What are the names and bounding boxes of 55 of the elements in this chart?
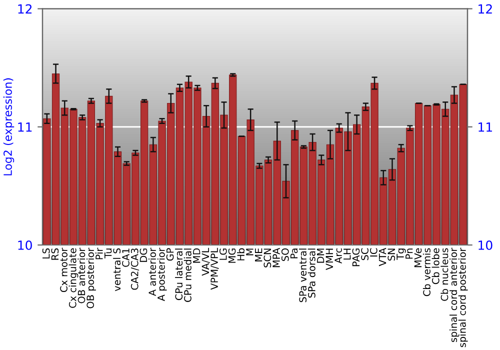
- x-tick-label: MD: [193, 248, 200, 263]
- x-tick-label: ventral S: [113, 248, 121, 292]
- y2-tick-label: 10: [478, 240, 492, 250]
- x-tick-label: SPa dorsal: [308, 248, 316, 298]
- x-tick-label: Cx motor: [60, 248, 68, 292]
- x-tick-label: ME: [255, 248, 262, 262]
- x-tick-label: IC: [370, 248, 378, 256]
- x-tick-label: CA1: [122, 248, 130, 267]
- x-tick-label: Arc: [334, 248, 342, 264]
- x-tick-label: MG: [228, 248, 236, 263]
- x-tick-label: RS: [51, 248, 59, 260]
- x-tick-label: SO: [281, 248, 289, 261]
- x-tick-label: OB posterior: [86, 248, 96, 308]
- x-tick-label: spinal cord anterior: [450, 248, 459, 342]
- y-tick-label: 12: [18, 4, 32, 14]
- x-tick-label: CPu medial: [184, 248, 192, 302]
- y2-tick-label: 12: [478, 4, 492, 14]
- x-tick-label: CPu lateral: [175, 248, 183, 300]
- x-tick-label: Tg: [396, 248, 406, 260]
- x-tick-label: OB anterior: [78, 248, 86, 304]
- x-tick-label: MPA: [272, 248, 280, 268]
- x-tick-label: DM: [317, 248, 324, 263]
- x-tick-label: SPa ventral: [298, 248, 307, 302]
- y-tick-label: 11: [18, 122, 32, 132]
- x-tick-label: SCN: [264, 248, 272, 268]
- x-tick-label: Cb nucleus: [440, 248, 448, 301]
- x-tick-label: Tu: [104, 248, 112, 258]
- x-tick-label: LG: [219, 248, 227, 260]
- x-tick-label: VMH: [326, 248, 333, 270]
- x-tick-label: A posterior: [157, 248, 167, 302]
- x-tick-label: M: [246, 248, 254, 256]
- x-tick-label: DG: [140, 248, 148, 262]
- x-tick-label: VA/VL: [202, 248, 210, 276]
- x-tick-label: A anterior: [148, 248, 156, 296]
- x-tick-label: Cb vermis: [422, 248, 430, 296]
- x-tick-label: LS: [42, 248, 50, 258]
- x-tick-label: MVe: [414, 248, 422, 268]
- x-tick-label: SC: [361, 248, 368, 260]
- x-tick-label: Cb lobe: [432, 248, 440, 284]
- x-tick-label: SN: [388, 248, 396, 261]
- y-tick-label: 10: [18, 240, 32, 250]
- x-tick-label: VPM/VPL: [210, 248, 219, 290]
- x-tick-label: VTA: [378, 248, 386, 266]
- x-tick-label: spinal cord posterior: [458, 248, 468, 348]
- y2-tick-label: 11: [478, 122, 492, 132]
- x-tick-label: Pir: [95, 248, 103, 260]
- x-tick-label: Pa: [290, 248, 298, 258]
- x-tick-label: CA2/CA3: [130, 248, 140, 290]
- x-tick-label: Cx cingulate: [68, 248, 78, 308]
- x-tick-label: GP: [166, 248, 174, 261]
- y-axis-title: Log2 (expression): [3, 78, 14, 176]
- x-tick-label: Pn: [406, 248, 413, 259]
- x-tick-label: Hb: [237, 248, 245, 260]
- x-tick-label: LH: [344, 248, 351, 260]
- x-tick-label: PAG: [352, 248, 360, 266]
